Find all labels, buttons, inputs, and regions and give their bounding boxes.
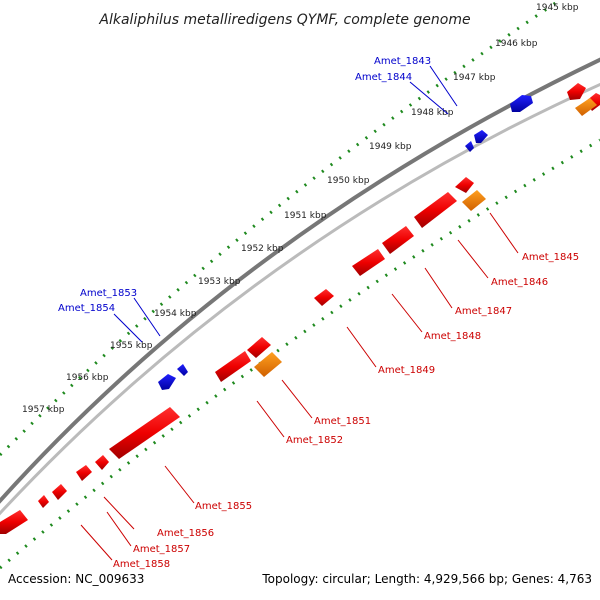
gene-left-edge[interactable] [0, 510, 28, 534]
gene-amet-1857-feature[interactable] [76, 465, 92, 481]
outer-tick-ruler [0, 0, 561, 457]
gene-label-amet-1856[interactable]: Amet_1856 [157, 528, 214, 539]
forward-gene-labels: Amet_1843 Amet_1844 Amet_1853 Amet_1854 [58, 56, 431, 314]
ruler-label: 1953 kbp [198, 277, 241, 287]
gene-label-amet-1853[interactable]: Amet_1853 [80, 288, 137, 299]
genome-backbone-inner [0, 82, 600, 516]
ruler-label: 1946 kbp [495, 39, 538, 49]
gene-amet-1852-feature[interactable] [254, 352, 282, 377]
genome-title: Alkaliphilus metalliredigens QYMF, compl… [98, 12, 470, 28]
gene-amet-1847-feature[interactable] [382, 226, 414, 254]
gene-amet-1855-feature[interactable] [109, 407, 180, 459]
gene-top-right-a[interactable] [567, 83, 586, 100]
gene-amet-1848-feature[interactable] [352, 249, 385, 276]
reverse-gene-labels: Amet_1845 Amet_1846 Amet_1847 Amet_1848 … [113, 252, 579, 570]
ruler-label: 1947 kbp [453, 73, 496, 83]
gene-label-amet-1843[interactable]: Amet_1843 [374, 56, 431, 67]
gene-label-amet-1848[interactable]: Amet_1848 [424, 331, 481, 342]
gene-amet-1843-feature[interactable] [510, 95, 533, 112]
gene-amet-1846-feature[interactable] [414, 192, 457, 228]
gene-amet-1844-feature[interactable] [474, 130, 488, 143]
ruler-labels: 1945 kbp 1946 kbp 1947 kbp 1948 kbp 1949… [22, 3, 579, 415]
ruler-label: 1945 kbp [536, 3, 579, 13]
ruler-label: 1952 kbp [241, 244, 284, 254]
gene-top-right-c[interactable] [575, 98, 597, 116]
gene-label-amet-1845[interactable]: Amet_1845 [522, 252, 579, 263]
gene-label-amet-1849[interactable]: Amet_1849 [378, 365, 435, 376]
genome-summary-text: Topology: circular; Length: 4,929,566 bp… [262, 572, 592, 586]
gene-amet-1845-feature[interactable] [455, 177, 474, 193]
gene-amet-1858-feature[interactable] [52, 484, 67, 500]
gene-amet-1858b-feature[interactable] [38, 495, 49, 508]
forward-genes [158, 95, 533, 390]
gene-amet-1853-feature[interactable] [177, 364, 188, 376]
gene-label-amet-1846[interactable]: Amet_1846 [491, 277, 548, 288]
ruler-label: 1949 kbp [369, 142, 412, 152]
ruler-label: 1956 kbp [66, 373, 109, 383]
ruler-label: 1954 kbp [154, 309, 197, 319]
accession-text: Accession: NC_009633 [8, 572, 145, 586]
gene-label-amet-1852[interactable]: Amet_1852 [286, 435, 343, 446]
genome-backbone [0, 57, 600, 504]
gene-amet-1856-feature[interactable] [95, 455, 109, 470]
gene-label-amet-1844[interactable]: Amet_1844 [355, 72, 412, 83]
gene-amet-1854-feature[interactable] [158, 374, 176, 390]
gene-amet-1850-feature[interactable] [215, 351, 251, 382]
ruler-label: 1948 kbp [411, 108, 454, 118]
gene-label-amet-1854[interactable]: Amet_1854 [58, 303, 115, 314]
gene-amet-1851-feature[interactable] [247, 337, 271, 358]
gene-label-amet-1847[interactable]: Amet_1847 [455, 306, 512, 317]
gene-label-amet-1855[interactable]: Amet_1855 [195, 501, 252, 512]
gene-label-amet-1858[interactable]: Amet_1858 [113, 559, 170, 570]
gene-amet-1849-feature[interactable] [314, 289, 334, 306]
ruler-label: 1955 kbp [110, 341, 153, 351]
forward-leaders [113, 65, 458, 343]
ruler-label: 1951 kbp [284, 211, 327, 221]
gene-amet-1845b-feature[interactable] [462, 190, 486, 211]
ruler-label: 1950 kbp [327, 176, 370, 186]
reverse-genes [0, 83, 600, 534]
gene-label-amet-1857[interactable]: Amet_1857 [133, 544, 190, 555]
ruler-label: 1957 kbp [22, 405, 65, 415]
gene-amet-1844b-feature[interactable] [465, 141, 474, 152]
reverse-leaders [80, 212, 519, 561]
gene-label-amet-1851[interactable]: Amet_1851 [314, 416, 371, 427]
inner-tick-ruler [0, 138, 600, 570]
